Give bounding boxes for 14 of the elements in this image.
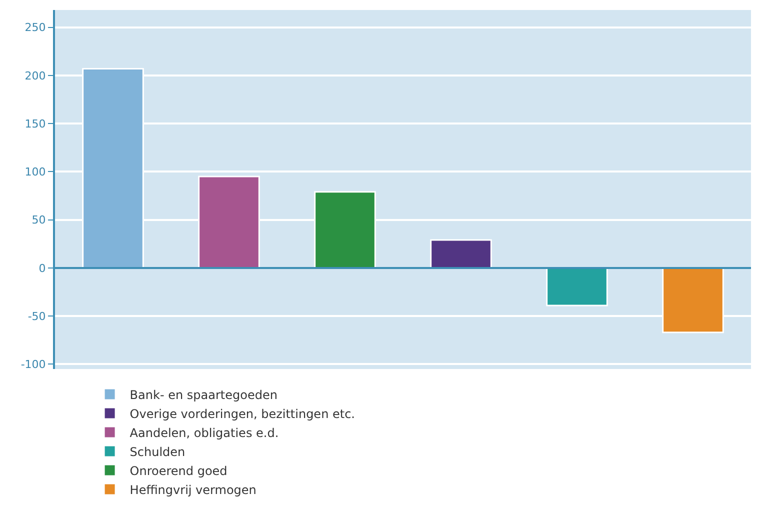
- y-tick-label: 50: [32, 214, 46, 227]
- y-tick-label: -100: [20, 358, 46, 372]
- legend-label: Heffingvrij vermogen: [130, 482, 256, 497]
- legend-label: Onroerend goed: [130, 464, 228, 478]
- y-tick-label: 0: [38, 262, 46, 275]
- legend-label: Schulden: [130, 444, 186, 459]
- y-tick-label: 100: [24, 166, 46, 179]
- legend-label: Bank- en spaartegoeden: [130, 388, 278, 402]
- legend-label: Overige vorderingen, bezittingen etc.: [130, 406, 355, 421]
- y-tick-label: 200: [24, 69, 46, 82]
- legend-label: Aandelen, obligaties e.d.: [130, 426, 279, 440]
- y-tick-label: 150: [24, 117, 46, 130]
- y-tick-label: 250: [24, 21, 46, 34]
- y-tick-label: -50: [28, 310, 46, 323]
